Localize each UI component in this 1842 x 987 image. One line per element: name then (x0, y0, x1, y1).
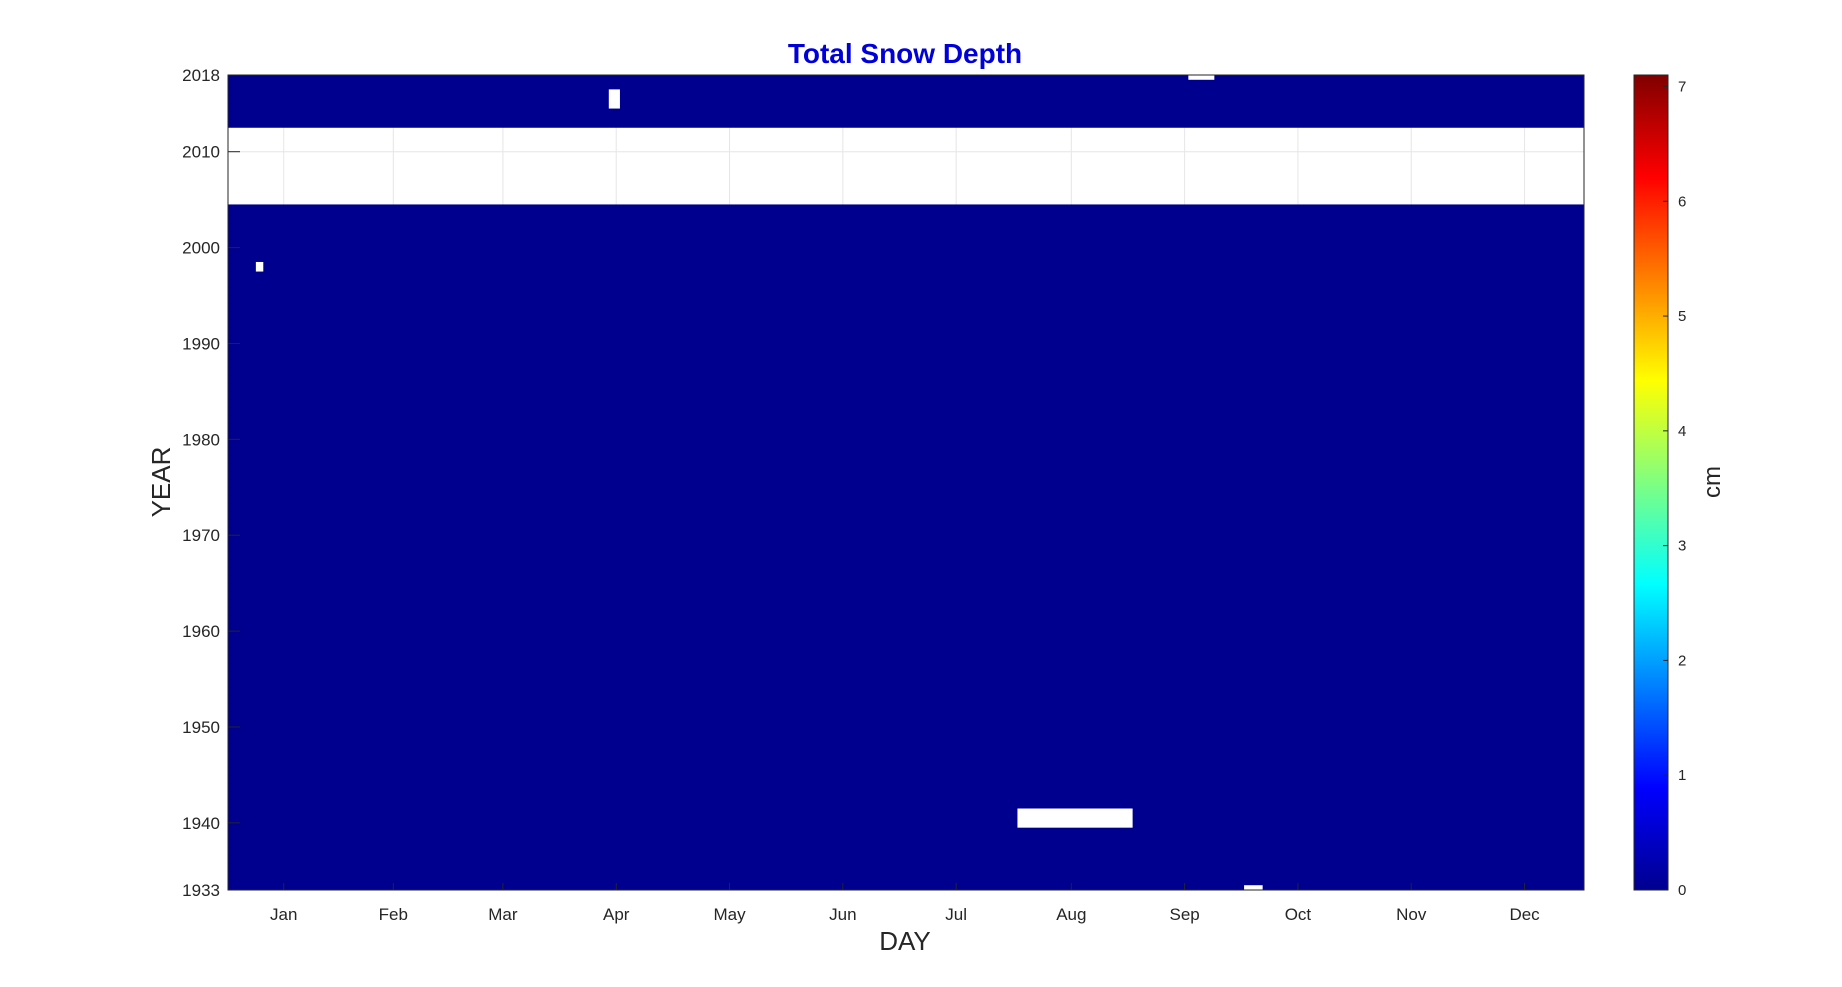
colorbar-tick-label: 2 (1678, 652, 1686, 669)
y-axis-label: YEAR (146, 447, 176, 518)
x-tick-label: Feb (379, 905, 408, 924)
colorbar-border (1633, 74, 1669, 891)
y-tick-label: 1970 (182, 526, 220, 545)
colorbar-tick-label: 6 (1678, 193, 1686, 210)
missing-data-patch (1188, 75, 1215, 80)
colorbar-tick-label: 7 (1678, 78, 1686, 95)
colorbar-tick-label: 4 (1678, 423, 1686, 440)
x-tick-label: Jul (945, 905, 967, 924)
colorbar-tick-label: 3 (1678, 538, 1686, 555)
x-tick-label: Sep (1170, 905, 1200, 924)
missing-data-patch (1017, 808, 1133, 828)
y-tick-label: 1950 (182, 718, 220, 737)
colorbar: 0 1 2 3 4 5 6 7 cm (1633, 74, 1726, 899)
colorbar-ticks: 0 1 2 3 4 5 6 7 (1663, 78, 1686, 899)
x-tick-label: Aug (1056, 905, 1086, 924)
colorbar-tick-label: 1 (1678, 767, 1686, 784)
x-tick-label: Nov (1396, 905, 1427, 924)
x-tick-label: Apr (603, 905, 630, 924)
colorbar-gradient (1634, 75, 1668, 890)
heatmap-cell-gridlines (228, 204, 1584, 891)
y-tick-label: 2000 (182, 239, 220, 258)
colorbar-label: cm (1699, 466, 1726, 498)
y-tick-label: 2010 (182, 143, 220, 162)
x-tick-label: May (713, 905, 746, 924)
chart-title: Total Snow Depth (788, 38, 1022, 69)
colorbar-tick-label: 5 (1678, 308, 1686, 325)
y-axis-ticks: 1933 1940 1950 1960 1970 1980 1990 2000 2010 2018 (182, 66, 240, 900)
y-tick-label: 2018 (182, 66, 220, 85)
y-tick-label: 1940 (182, 814, 220, 833)
heatmap-cell-gridlines (228, 75, 1584, 128)
x-tick-label: Jun (829, 905, 856, 924)
y-tick-label: 1980 (182, 430, 220, 449)
x-tick-label: Jan (270, 905, 297, 924)
x-axis-ticks: Jan Feb Mar Apr May Jun Jul Aug Sep Oct Nov Dec (270, 883, 1540, 924)
heatmap-cells (228, 75, 1584, 891)
x-tick-label: Mar (488, 905, 518, 924)
missing-data-patch (255, 261, 264, 272)
y-tick-label: 1990 (182, 334, 220, 353)
missing-data-patch (1244, 885, 1263, 890)
x-tick-label: Oct (1285, 905, 1312, 924)
y-tick-label: 1933 (182, 881, 220, 900)
y-tick-label: 1960 (182, 622, 220, 641)
missing-data-patch (608, 89, 620, 109)
heatmap-plot-area (227, 74, 1585, 891)
colorbar-tick-label: 0 (1678, 882, 1686, 899)
x-axis-label: DAY (879, 926, 931, 956)
x-tick-label: Dec (1509, 905, 1540, 924)
plot-border (227, 74, 1585, 891)
